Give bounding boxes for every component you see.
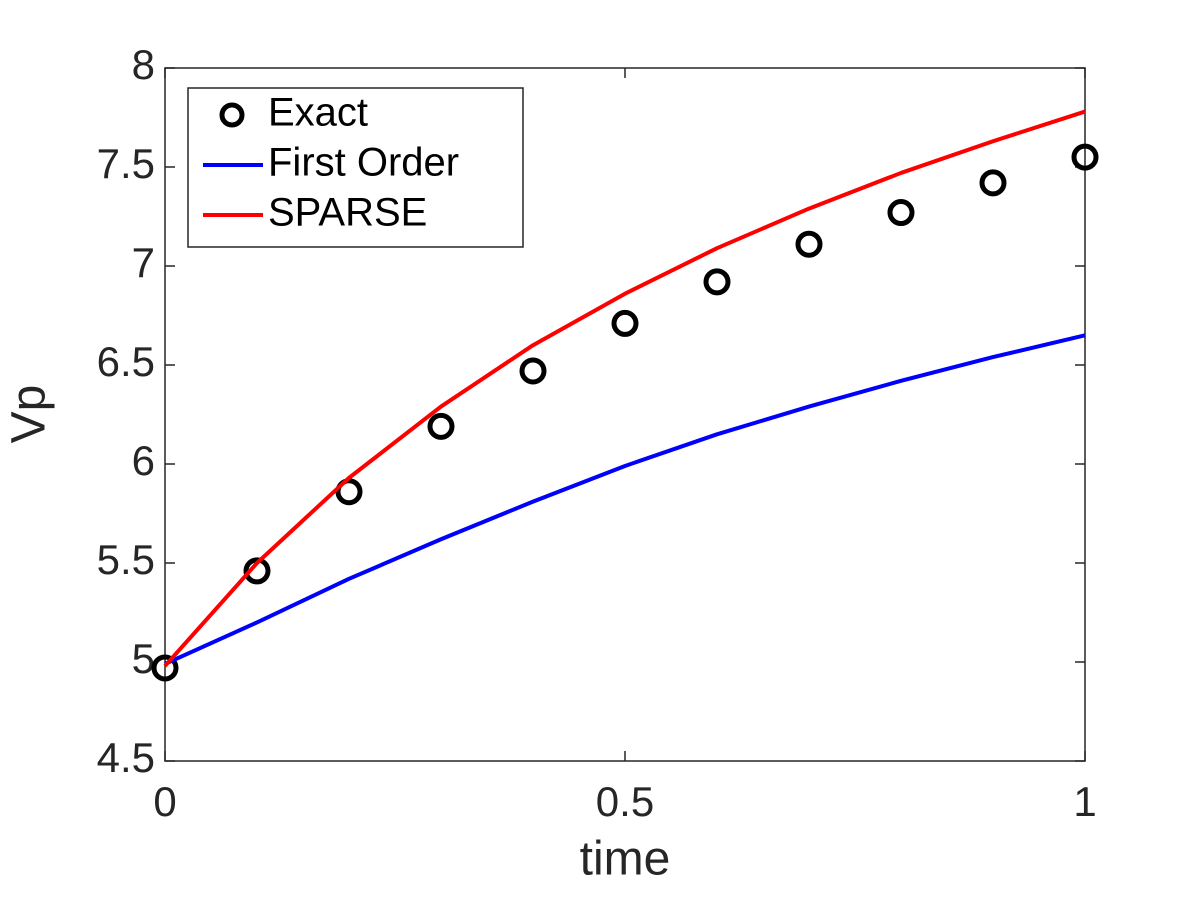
series-line (163, 109, 1086, 668)
legend-label: SPARSE (268, 191, 427, 235)
marker (151, 654, 179, 682)
marker (243, 557, 271, 585)
x-tick-label: 1 (1073, 778, 1096, 825)
legend-label: Exact (268, 91, 368, 135)
y-tick-label: 7.5 (97, 140, 155, 187)
marker (335, 478, 363, 506)
y-tick-label: 5 (132, 635, 155, 682)
marker (795, 230, 823, 258)
marker (1071, 143, 1099, 171)
y-tick-label: 8 (132, 41, 155, 88)
marker (611, 309, 639, 337)
legend-label: First Order (268, 141, 459, 185)
marker (979, 169, 1007, 197)
marker (427, 412, 455, 440)
marker (703, 268, 731, 296)
y-tick-label: 5.5 (97, 536, 155, 583)
x-tick-label: 0 (153, 778, 176, 825)
marker (887, 199, 915, 227)
series-line (164, 333, 1086, 666)
y-axis-label: Vp (3, 385, 56, 444)
y-tick-label: 6.5 (97, 338, 155, 385)
x-axis-label: time (580, 833, 671, 886)
y-tick-label: 6 (132, 437, 155, 484)
marker (519, 357, 547, 385)
legend-marker (219, 102, 245, 128)
x-tick-label: 0.5 (596, 778, 654, 825)
y-tick-label: 7 (132, 239, 155, 286)
y-tick-label: 4.5 (97, 734, 155, 781)
